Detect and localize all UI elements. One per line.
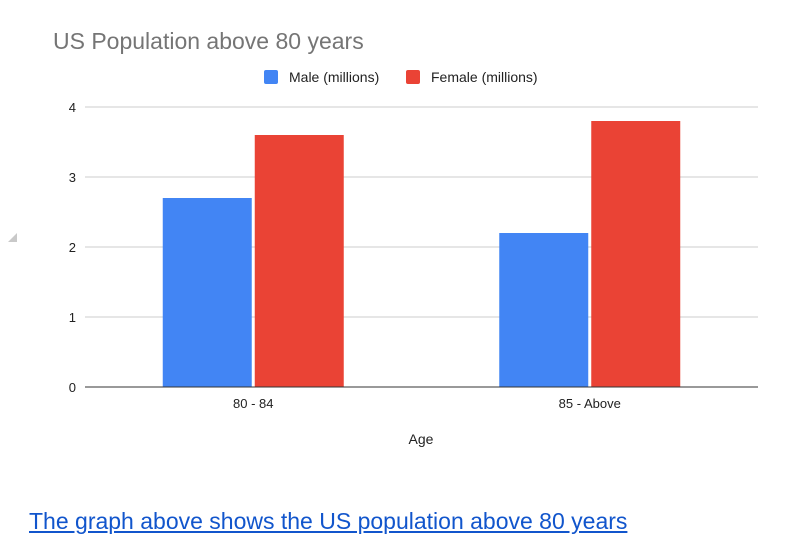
chart: US Population above 80 years Male (milli… bbox=[8, 28, 758, 447]
y-tick-label: 0 bbox=[69, 380, 76, 395]
caption-link[interactable]: The graph above shows the US population … bbox=[29, 508, 628, 534]
chart-title: US Population above 80 years bbox=[53, 28, 364, 54]
bar-male-1 bbox=[499, 233, 589, 387]
legend: Male (millions) Female (millions) bbox=[264, 69, 538, 85]
x-tick-label: 85 - Above bbox=[559, 396, 621, 411]
y-axis-ticks: 0 1 2 3 4 bbox=[69, 100, 76, 395]
bar-female-0 bbox=[254, 135, 344, 387]
resize-handle-icon[interactable] bbox=[8, 233, 17, 242]
legend-swatch-male bbox=[264, 70, 278, 84]
legend-label-female: Female (millions) bbox=[431, 69, 538, 85]
x-axis-ticks: 80 - 84 85 - Above bbox=[233, 396, 621, 411]
bar-male-0 bbox=[162, 198, 252, 387]
x-tick-label: 80 - 84 bbox=[233, 396, 273, 411]
bar-female-1 bbox=[591, 121, 681, 387]
x-axis-label: Age bbox=[409, 431, 434, 447]
bars bbox=[162, 121, 681, 387]
legend-swatch-female bbox=[406, 70, 420, 84]
y-tick-label: 3 bbox=[69, 170, 76, 185]
y-tick-label: 1 bbox=[69, 310, 76, 325]
y-tick-label: 2 bbox=[69, 240, 76, 255]
y-tick-label: 4 bbox=[69, 100, 76, 115]
legend-label-male: Male (millions) bbox=[289, 69, 379, 85]
